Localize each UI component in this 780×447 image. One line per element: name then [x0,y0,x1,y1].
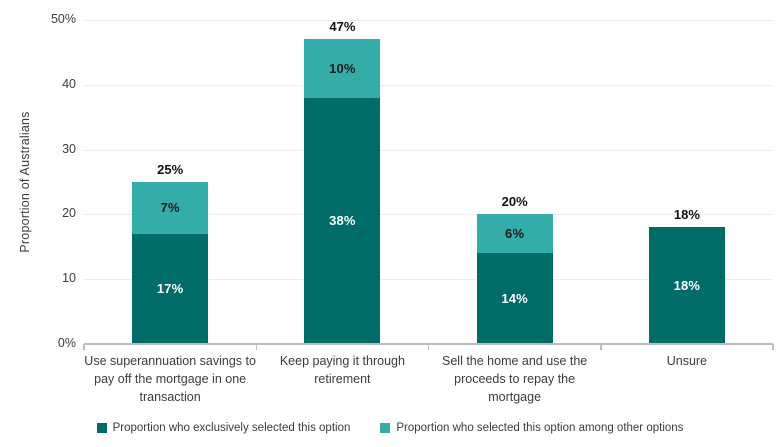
segment-value-label: 10% [329,61,356,77]
segment-value-label: 18% [673,278,701,294]
x-axis-tick [427,344,430,350]
y-tick-label-0: 0% [57,336,76,350]
y-tick-label-40: 40 [62,76,76,91]
legend: Proportion who exclusively selected this… [0,422,780,434]
bar-segment-exclusive: 17% [132,233,209,344]
category-label-2: Keep paying it through retirement [279,354,405,387]
bar-segment-among-other-options: 10% [304,39,381,98]
y-tick-label-20: 20 [62,206,76,221]
category-label-3: Sell the home and use the proceeds to re… [442,354,588,405]
legend-item-exclusive: Proportion who exclusively selected this… [96,422,351,434]
legend-label: Proportion who exclusively selected this… [112,422,351,434]
legend-item-among-other-options: Proportion who selected this option amon… [380,422,683,434]
category-label-4: Unsure [666,354,708,368]
y-tick-label-10: 10 [62,271,76,286]
plot-area: 7% 17% 25% 10% 38% 47% 6% 14% 20% 18% 18% [83,19,774,350]
gridline-50 [84,20,773,21]
gridline-30 [84,149,773,151]
legend-label: Proportion who selected this option amon… [396,422,684,434]
x-axis-tick [772,344,774,350]
y-tick-label-30: 30 [62,141,76,156]
segment-value-label: 14% [501,291,528,307]
bar-segment-among-other-options: 7% [132,182,209,234]
category-label-1: Use superannuation savings to pay off th… [84,354,256,405]
bar-1: 7% 17% [132,182,209,344]
segment-value-label: 7% [160,200,180,216]
bar-segment-exclusive: 18% [648,227,725,344]
x-axis-tick [255,344,257,350]
gridline-10 [84,279,773,281]
gridline-20 [84,214,773,216]
legend-swatch-icon [96,423,107,433]
legend-swatch-icon [380,423,391,433]
x-axis-tick [600,344,602,350]
bar-segment-exclusive: 38% [304,97,381,344]
bar-total-label: 18% [673,207,700,223]
bar-total-label: 47% [329,19,356,35]
bar-segment-among-other-options: 6% [476,214,553,254]
segment-value-label: 17% [156,281,184,297]
bar-3: 6% 14% [476,214,553,344]
segment-value-label: 38% [329,213,356,229]
gridline-40 [84,84,773,86]
segment-value-label: 6% [505,226,525,242]
bar-total-label: 25% [157,162,184,177]
y-axis-title: Proportion of Australians [18,111,32,253]
y-tick-label-50: 50% [50,12,76,26]
bar-segment-exclusive: 14% [476,253,553,344]
bar-total-label: 20% [501,194,528,210]
x-axis-tick [83,344,85,350]
bar-2: 10% 38% [304,39,381,344]
bar-4: 18% [648,227,725,344]
